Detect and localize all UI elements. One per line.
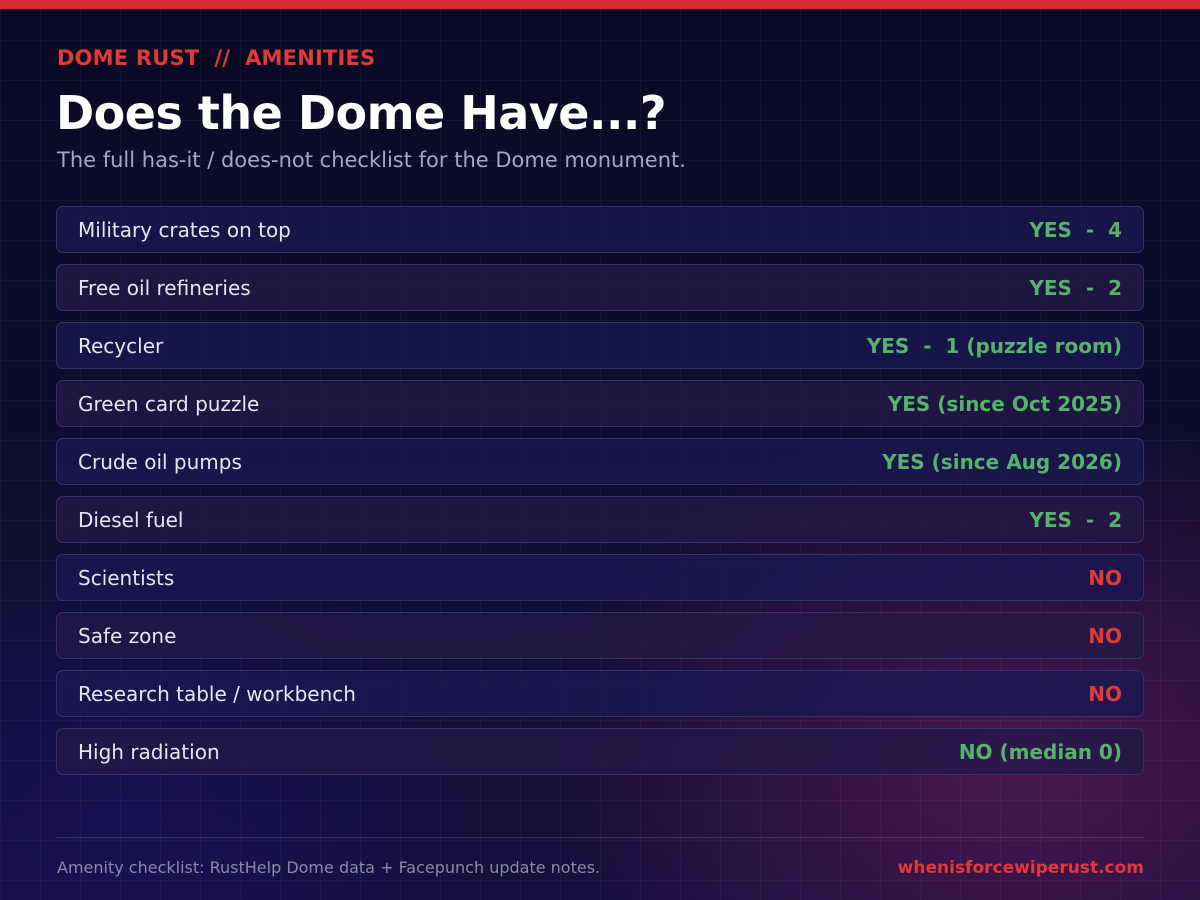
checklist-row-label: Diesel fuel xyxy=(78,507,184,532)
checklist-row-value: YES (since Aug 2026) xyxy=(882,449,1122,474)
checklist-row-value: YES - 1 (puzzle room) xyxy=(866,333,1122,358)
checklist-row-oil-refineries: Free oil refineries YES - 2 xyxy=(56,264,1144,311)
checklist-row-value: NO (median 0) xyxy=(958,739,1122,764)
checklist-row-military-crates: Military crates on top YES - 4 xyxy=(56,206,1144,253)
checklist-row-crude-oil-pumps: Crude oil pumps YES (since Aug 2026) xyxy=(56,438,1144,485)
checklist-row-recycler: Recycler YES - 1 (puzzle room) xyxy=(56,322,1144,369)
footer-divider xyxy=(56,837,1144,838)
checklist-row-label: Military crates on top xyxy=(78,217,291,242)
amenity-checklist: Military crates on top YES - 4 Free oil … xyxy=(56,206,1144,786)
checklist-row-safe-zone: Safe zone NO xyxy=(56,612,1144,659)
checklist-row-diesel-fuel: Diesel fuel YES - 2 xyxy=(56,496,1144,543)
checklist-row-high-radiation: High radiation NO (median 0) xyxy=(56,728,1144,775)
footer-source-note: Amenity checklist: RustHelp Dome data + … xyxy=(57,858,601,877)
checklist-row-label: Recycler xyxy=(78,333,164,358)
checklist-row-label: Free oil refineries xyxy=(78,275,251,300)
checklist-row-scientists: Scientists NO xyxy=(56,554,1144,601)
checklist-row-value: YES - 4 xyxy=(1029,217,1122,242)
checklist-row-value: YES - 2 xyxy=(1029,275,1122,300)
section-kicker: DOME RUST // AMENITIES xyxy=(57,46,376,70)
checklist-row-green-card-puzzle: Green card puzzle YES (since Oct 2025) xyxy=(56,380,1144,427)
checklist-row-value: NO xyxy=(1088,681,1122,706)
checklist-row-label: Scientists xyxy=(78,565,175,590)
top-accent-bar xyxy=(0,0,1200,9)
checklist-row-value: YES (since Oct 2025) xyxy=(887,391,1122,416)
checklist-row-value: NO xyxy=(1088,623,1122,648)
checklist-row-label: Green card puzzle xyxy=(78,391,260,416)
checklist-row-label: Research table / workbench xyxy=(78,681,356,706)
checklist-row-research-table: Research table / workbench NO xyxy=(56,670,1144,717)
footer-site-link[interactable]: whenisforcewiperust.com xyxy=(897,858,1144,878)
page-title: Does the Dome Have...? xyxy=(56,86,667,140)
checklist-row-label: Safe zone xyxy=(78,623,177,648)
checklist-row-label: Crude oil pumps xyxy=(78,449,242,474)
checklist-row-label: High radiation xyxy=(78,739,220,764)
checklist-row-value: YES - 2 xyxy=(1029,507,1122,532)
checklist-row-value: NO xyxy=(1088,565,1122,590)
page-subtitle: The full has-it / does-not checklist for… xyxy=(57,148,686,172)
